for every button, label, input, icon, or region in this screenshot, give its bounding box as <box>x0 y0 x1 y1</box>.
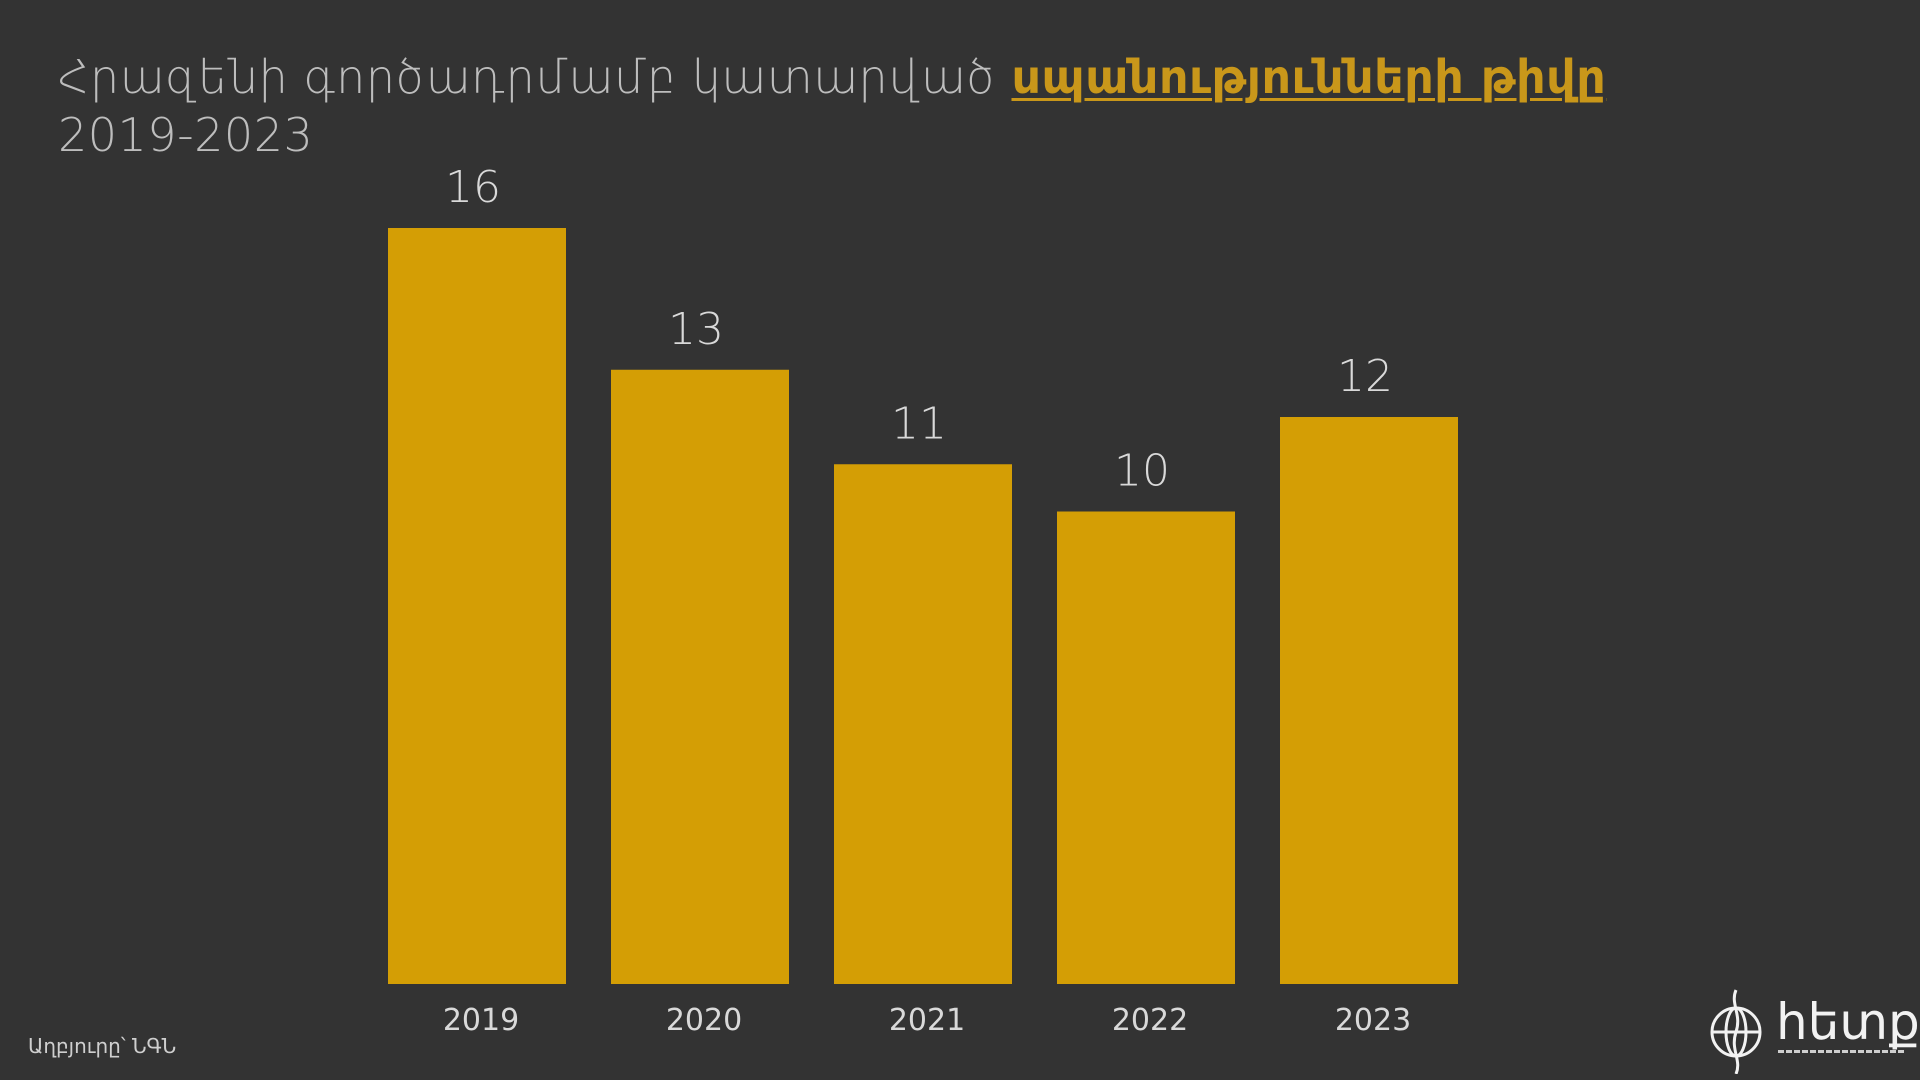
title-main: Հրազենի գործադրմամբ կատարված <box>58 50 1012 104</box>
title-highlight: սպանությունների թիվը <box>1011 50 1607 104</box>
data-label-2020: 13 <box>668 304 724 355</box>
x-tick-label-2021: 2021 <box>889 1003 965 1038</box>
bar-2021 <box>834 464 1012 984</box>
data-label-2023: 12 <box>1337 351 1393 402</box>
hetq-logo: հետք <box>1708 984 1920 1075</box>
logo-text: հետք <box>1776 993 1920 1051</box>
chart-title: Հրազենի գործադրմամբ կատարված սպանություն… <box>58 48 1606 164</box>
bar-2020 <box>611 369 789 984</box>
x-tick-label-2020: 2020 <box>666 1003 742 1038</box>
data-label-2019: 16 <box>445 162 501 213</box>
bar-2019 <box>388 228 566 984</box>
bar-2023 <box>1280 417 1458 984</box>
chart-subtitle: 2019-2023 <box>58 108 314 162</box>
x-tick-label-2019: 2019 <box>443 1003 519 1038</box>
data-label-2022: 10 <box>1114 446 1170 497</box>
logo-tagline <box>1778 1050 1906 1053</box>
source-note: Աղբյուրը՝ ՆԳՆ <box>28 1034 177 1058</box>
x-tick-label-2022: 2022 <box>1112 1003 1188 1038</box>
globe-icon <box>1710 989 1762 1075</box>
data-label-2021: 11 <box>891 398 947 449</box>
bar-2022 <box>1057 511 1235 984</box>
x-tick-label-2023: 2023 <box>1335 1003 1411 1038</box>
